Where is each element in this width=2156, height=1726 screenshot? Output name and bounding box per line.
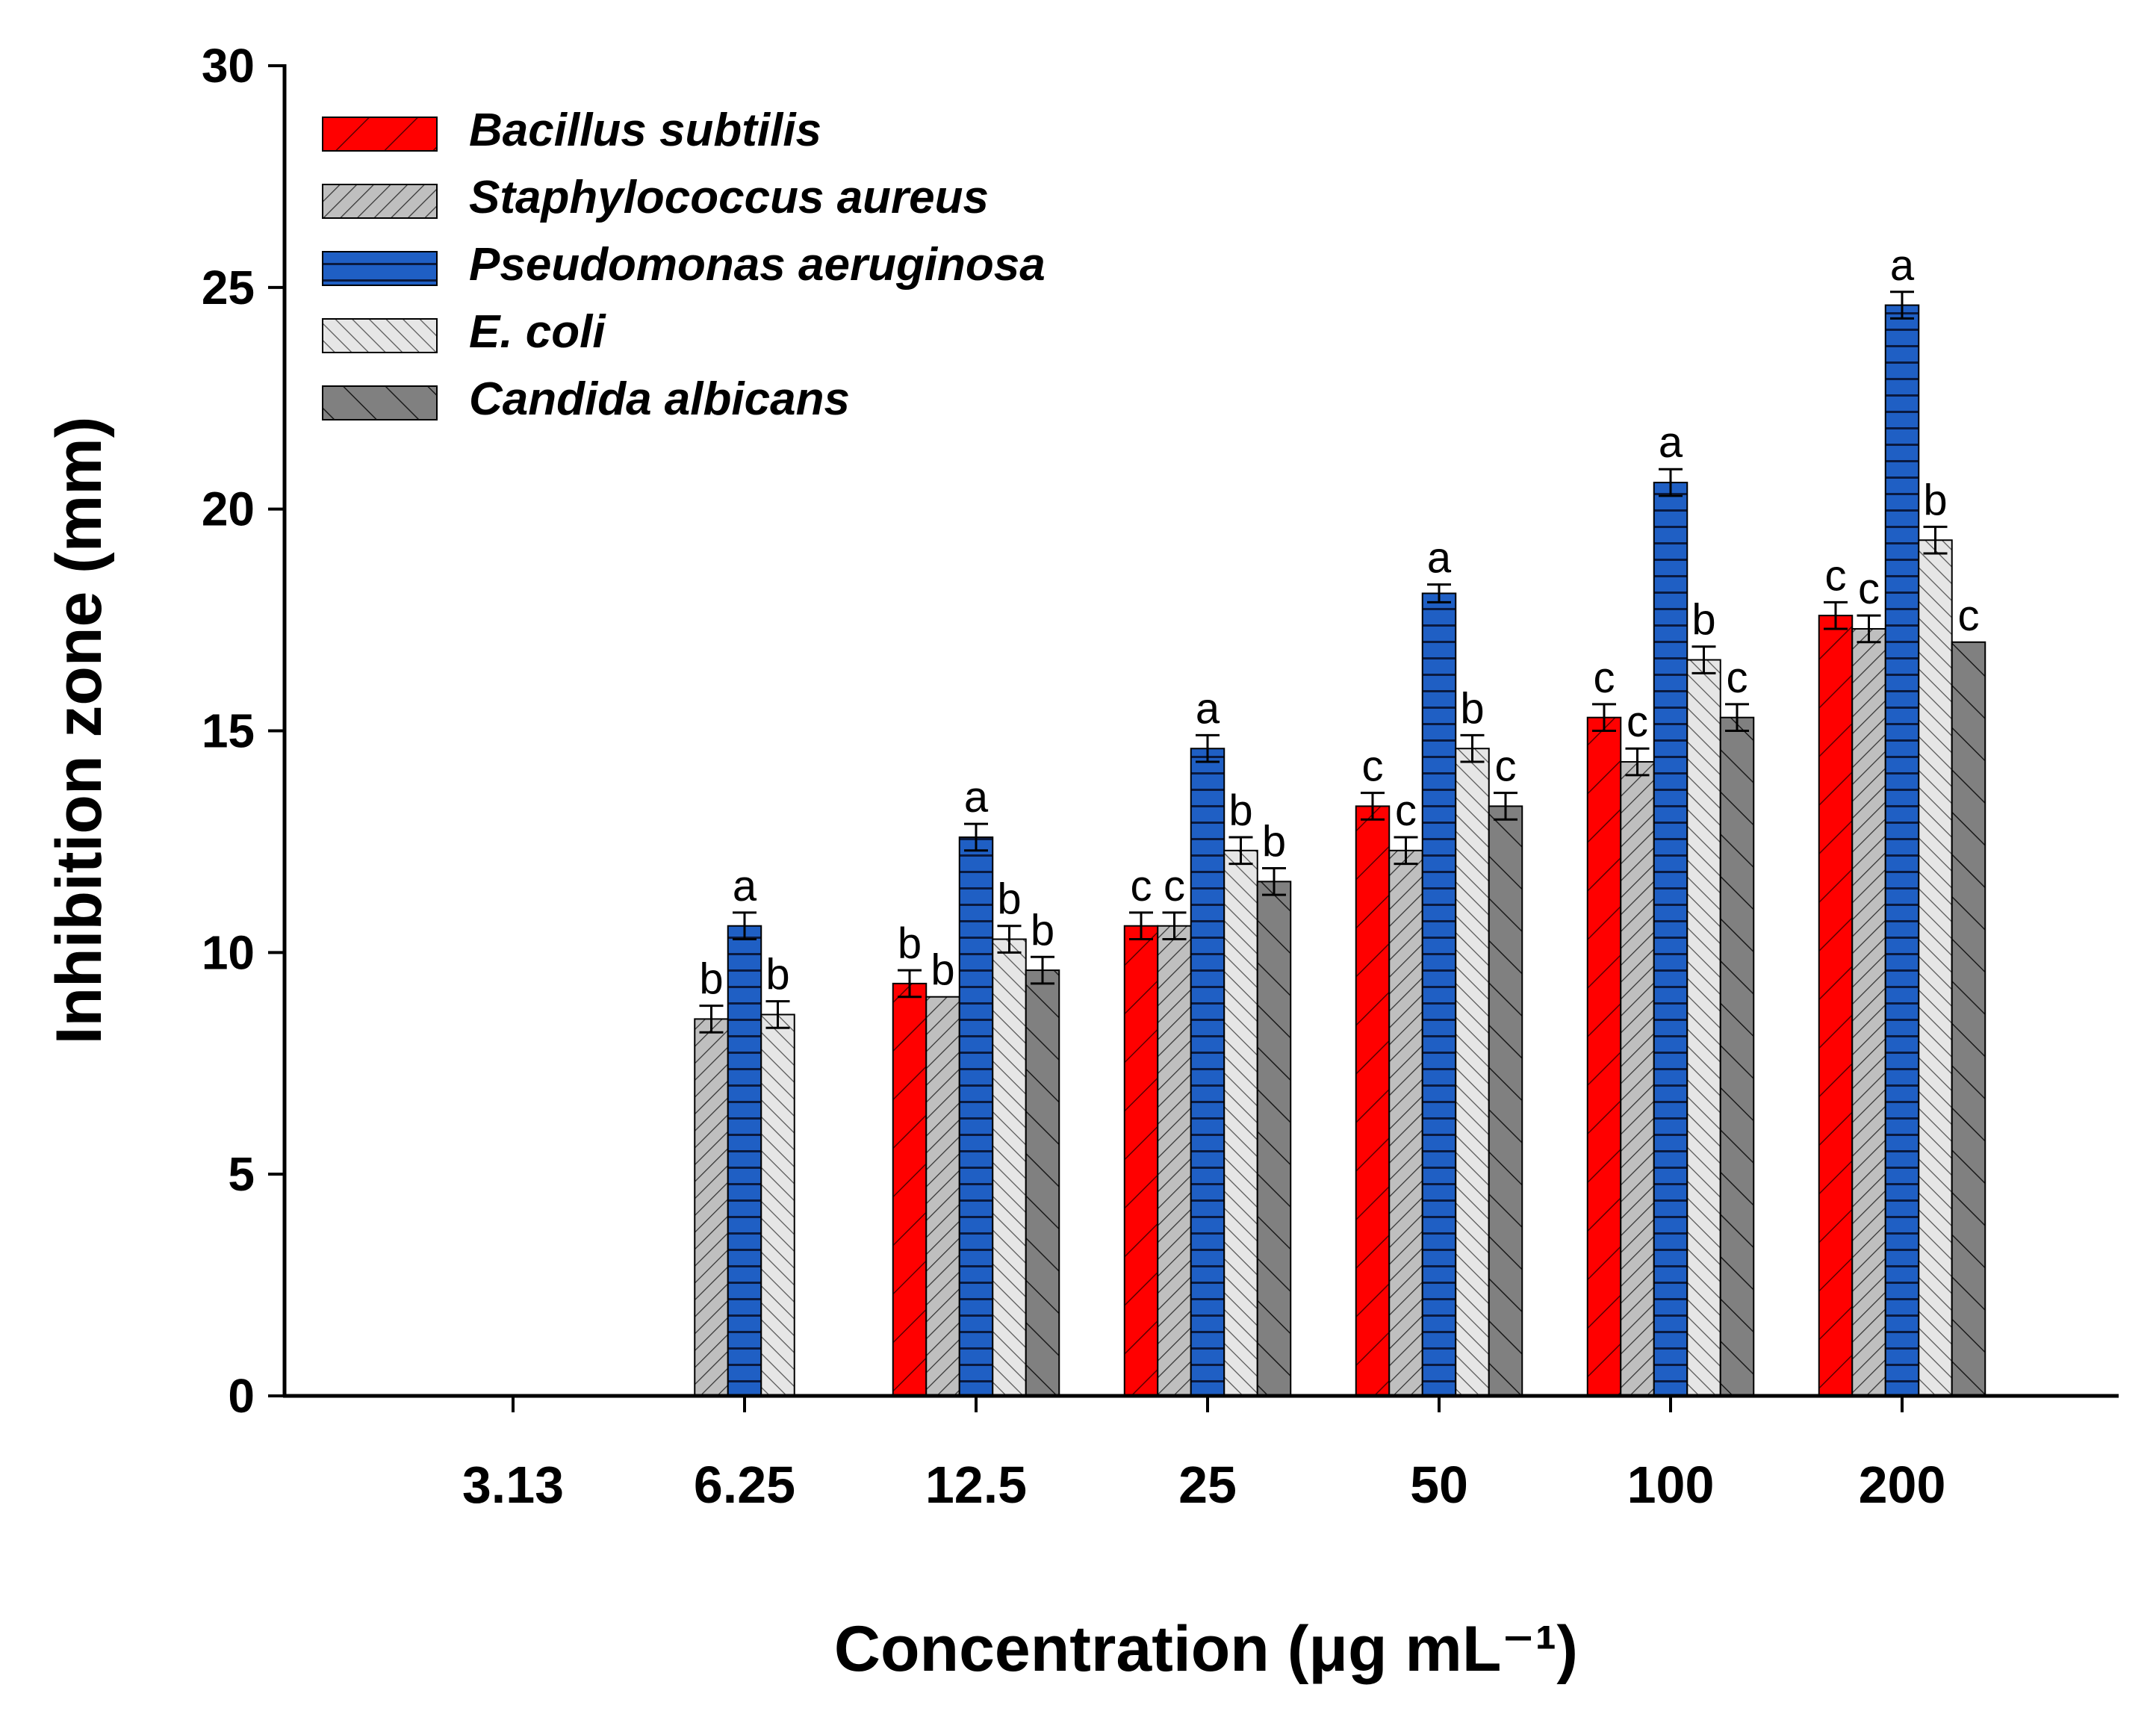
bar-4-5 [1719,716,1755,1397]
legend-label: Staphylococcus aureus [469,172,989,223]
significance-letter: b [898,919,922,968]
bar-4-4 [1488,805,1523,1397]
bar-0-2 [892,982,928,1397]
x-tick-label: 3.13 [462,1456,564,1514]
significance-letter: b [1691,596,1715,645]
bar-0-4 [1355,805,1391,1397]
bar-1-2 [925,996,960,1397]
x-tick-label: 6.25 [694,1456,795,1514]
y-axis-title: Inhibition zone (mm) [43,417,115,1045]
significance-letter: a [1196,684,1220,733]
legend-swatch [322,318,438,353]
bar-2-4 [1421,592,1457,1397]
x-tick-label: 50 [1410,1456,1468,1514]
legend-label: Candida albicans [469,373,850,425]
y-tick-label: 15 [202,704,255,758]
x-tick-label: 25 [1178,1456,1237,1514]
x-tick-label: 200 [1859,1456,1946,1514]
bar-3-3 [1223,849,1258,1397]
axes-layer: 0 5 10 15 20 25 30 3.13 6.25 12.5 25 50 100 200 [202,39,2119,1514]
bar-1-6 [1851,627,1886,1397]
significance-letter: b [765,951,789,999]
bar-4-6 [1951,641,1986,1397]
significance-letter: b [1031,906,1054,954]
bar-4-2 [1025,969,1060,1397]
y-tick-label: 20 [202,482,255,536]
significance-letter: c [1362,742,1384,791]
bar-1-5 [1620,761,1655,1397]
significance-letter: c [1858,565,1880,613]
significance-letter: a [964,773,989,822]
significance-letter: c [1594,654,1615,702]
significance-letter: c [1131,862,1152,910]
bar-2-6 [1884,304,1920,1397]
bar-2-3 [1190,748,1225,1397]
x-tick-label: 12.5 [925,1456,1027,1514]
significance-letter: c [1958,592,1980,640]
significance-letter: c [1727,654,1748,702]
legend-label: Pseudomonas aeruginosa [469,239,1046,291]
significance-letter: b [1262,818,1286,866]
legend-swatch [322,184,438,219]
legend-swatch [322,385,438,420]
legend: Bacillus subtilis Staphylococcus aureus Ps… [322,105,1046,425]
significance-letter: a [1659,418,1683,467]
bar-3-1 [760,1013,795,1397]
bar-0-3 [1123,925,1159,1397]
significance-letter: c [1164,862,1185,910]
significance-letter: c [1627,698,1648,746]
bar-3-4 [1455,748,1490,1397]
bar-4-3 [1256,881,1292,1397]
significance-letter: c [1395,786,1417,835]
significance-letter: b [1460,684,1484,733]
bar-2-5 [1653,482,1689,1397]
significance-letter: b [699,955,723,1004]
bar-1-4 [1388,849,1423,1397]
y-tick-label: 25 [202,261,255,314]
x-axis-title: Concentration (μg mL⁻¹) [834,1613,1578,1685]
significance-letter: c [1495,742,1517,791]
significance-letter: b [1923,476,1947,524]
significance-letter: b [931,946,954,995]
significance-letter: a [733,862,757,910]
bar-3-6 [1918,539,1953,1397]
legend-label: Bacillus subtilis [469,105,821,156]
y-tick-label: 10 [202,925,255,979]
bar-3-5 [1686,659,1721,1397]
legend-swatch [322,117,438,152]
bar-0-5 [1586,716,1622,1397]
bar-1-3 [1157,925,1192,1397]
y-tick-label: 30 [202,39,255,93]
x-tick-label: 100 [1627,1456,1715,1514]
significance-letter: b [1228,786,1252,835]
significance-letter: b [997,875,1021,924]
significance-letter: c [1825,551,1847,600]
significance-letter: a [1890,241,1915,290]
bar-2-2 [958,836,994,1397]
bar-2-1 [727,925,762,1397]
bar-0-6 [1818,615,1854,1397]
legend-swatch [322,251,438,286]
significance-letter: a [1427,534,1452,583]
y-tick-label: 0 [228,1369,255,1423]
bar-3-2 [992,938,1027,1397]
bar-1-1 [694,1018,729,1397]
legend-label: E. coli [469,306,606,358]
y-tick-label: 5 [228,1147,255,1201]
